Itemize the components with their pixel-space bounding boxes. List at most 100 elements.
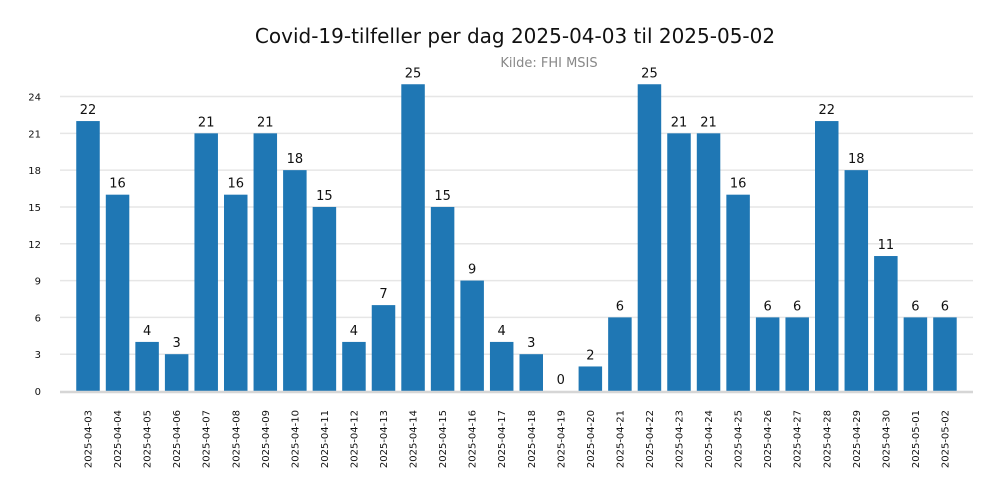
x-tick-label: 2025-04-16 xyxy=(468,410,479,468)
bar xyxy=(903,317,928,391)
bar xyxy=(135,341,159,391)
x-tick-label: 2025-04-18 xyxy=(527,410,538,468)
y-tick-label: 9 xyxy=(35,277,41,288)
bar xyxy=(312,206,337,391)
x-tick-label: 2025-04-06 xyxy=(172,410,183,468)
bar xyxy=(401,84,425,391)
bar xyxy=(253,133,278,391)
bar xyxy=(224,194,248,391)
bar-value-label: 16 xyxy=(730,177,747,192)
bar-value-label: 16 xyxy=(227,177,244,192)
bar xyxy=(194,133,218,391)
bar xyxy=(342,341,366,391)
bar-value-label: 25 xyxy=(641,66,658,81)
bar-value-label: 16 xyxy=(109,177,126,192)
x-tick-label: 2025-05-01 xyxy=(911,410,922,468)
bar xyxy=(608,317,632,391)
bar-value-label: 6 xyxy=(616,299,624,314)
bar-value-label: 11 xyxy=(878,238,895,253)
chart-subtitle: Kilde: FHI MSIS xyxy=(500,56,597,71)
y-tick-label: 3 xyxy=(35,350,41,361)
x-tick-label: 2025-04-30 xyxy=(881,410,892,468)
bar xyxy=(578,366,603,391)
bar-value-label: 0 xyxy=(557,373,565,388)
x-tick-label: 2025-04-22 xyxy=(645,410,656,468)
bar-value-label: 21 xyxy=(700,115,717,130)
x-tick-label: 2025-04-19 xyxy=(556,410,567,468)
x-tick-label: 2025-04-23 xyxy=(675,410,686,468)
bar xyxy=(371,305,396,391)
bar xyxy=(933,317,957,391)
x-tick-label: 2025-04-17 xyxy=(497,410,508,468)
x-tick-label: 2025-04-09 xyxy=(261,410,272,468)
x-tick-label: 2025-04-26 xyxy=(763,410,774,468)
y-axis-ticks: 0 3 6 9 12 15 18 21 24 xyxy=(28,93,41,398)
bar xyxy=(844,170,869,391)
bar xyxy=(164,354,189,391)
bar xyxy=(489,341,514,391)
bar xyxy=(696,133,721,391)
y-tick-label: 0 xyxy=(35,387,41,398)
bar-value-label: 22 xyxy=(818,103,835,118)
x-tick-label: 2025-04-12 xyxy=(349,410,360,468)
bar xyxy=(667,133,691,391)
bar xyxy=(755,317,780,391)
bar-value-label: 18 xyxy=(287,152,304,167)
x-tick-label: 2025-04-11 xyxy=(320,410,331,468)
x-tick-label: 2025-04-10 xyxy=(290,410,301,468)
bar xyxy=(785,317,809,391)
x-tick-label: 2025-05-02 xyxy=(940,410,951,468)
bar-value-label: 6 xyxy=(941,299,949,314)
x-tick-label: 2025-04-07 xyxy=(202,410,213,468)
x-tick-label: 2025-04-25 xyxy=(734,410,745,468)
x-tick-label: 2025-04-04 xyxy=(113,410,124,468)
bar-value-label: 25 xyxy=(405,66,422,81)
bar xyxy=(637,84,662,391)
bar-value-label: 7 xyxy=(379,287,387,302)
x-axis-ticks: 2025-04-03 2025-04-04 2025-04-05 2025-04-06… xyxy=(84,410,952,468)
bar-value-label: 4 xyxy=(143,324,151,339)
bar-value-label: 6 xyxy=(764,299,772,314)
x-tick-label: 2025-04-13 xyxy=(379,410,390,468)
bar xyxy=(874,256,898,391)
x-tick-label: 2025-04-24 xyxy=(704,410,715,468)
x-tick-label: 2025-04-14 xyxy=(409,410,420,468)
y-tick-label: 12 xyxy=(28,240,41,251)
bar xyxy=(460,280,484,391)
bar-value-label: 3 xyxy=(173,336,181,351)
bar xyxy=(105,194,130,391)
bar-value-label: 22 xyxy=(80,103,97,118)
x-tick-label: 2025-04-27 xyxy=(793,410,804,468)
y-tick-label: 18 xyxy=(28,166,41,177)
data-labels: 22 16 4 3 21 16 21 18 15 4 7 25 15 9 4 3 0 2 6 25 21 21 16 6 6 22… xyxy=(80,66,949,388)
x-tick-label: 2025-04-20 xyxy=(586,410,597,468)
x-tick-label: 2025-04-08 xyxy=(231,410,242,468)
x-tick-label: 2025-04-03 xyxy=(84,410,95,468)
bar xyxy=(815,121,839,391)
bar-value-label: 21 xyxy=(198,115,215,130)
bar xyxy=(726,194,750,391)
y-tick-label: 15 xyxy=(28,203,41,214)
x-tick-label: 2025-04-15 xyxy=(438,410,449,468)
x-tick-label: 2025-04-21 xyxy=(615,410,626,468)
bar xyxy=(430,206,455,391)
chart-title: Covid-19-tilfeller per dag 2025-04-03 ti… xyxy=(255,24,775,48)
y-tick-label: 24 xyxy=(28,93,41,104)
bar-value-label: 6 xyxy=(911,299,919,314)
bars xyxy=(76,84,957,391)
bar-value-label: 6 xyxy=(793,299,801,314)
bar-value-label: 9 xyxy=(468,263,476,278)
bar-value-label: 4 xyxy=(498,324,506,339)
bar xyxy=(519,354,543,391)
y-tick-label: 6 xyxy=(35,313,41,324)
bar xyxy=(76,121,100,391)
x-tick-label: 2025-04-29 xyxy=(852,410,863,468)
bar-value-label: 2 xyxy=(586,348,594,363)
bar xyxy=(283,170,307,391)
bar-value-label: 21 xyxy=(671,115,688,130)
x-tick-label: 2025-04-05 xyxy=(143,410,154,468)
bar-value-label: 21 xyxy=(257,115,274,130)
bar-value-label: 4 xyxy=(350,324,358,339)
